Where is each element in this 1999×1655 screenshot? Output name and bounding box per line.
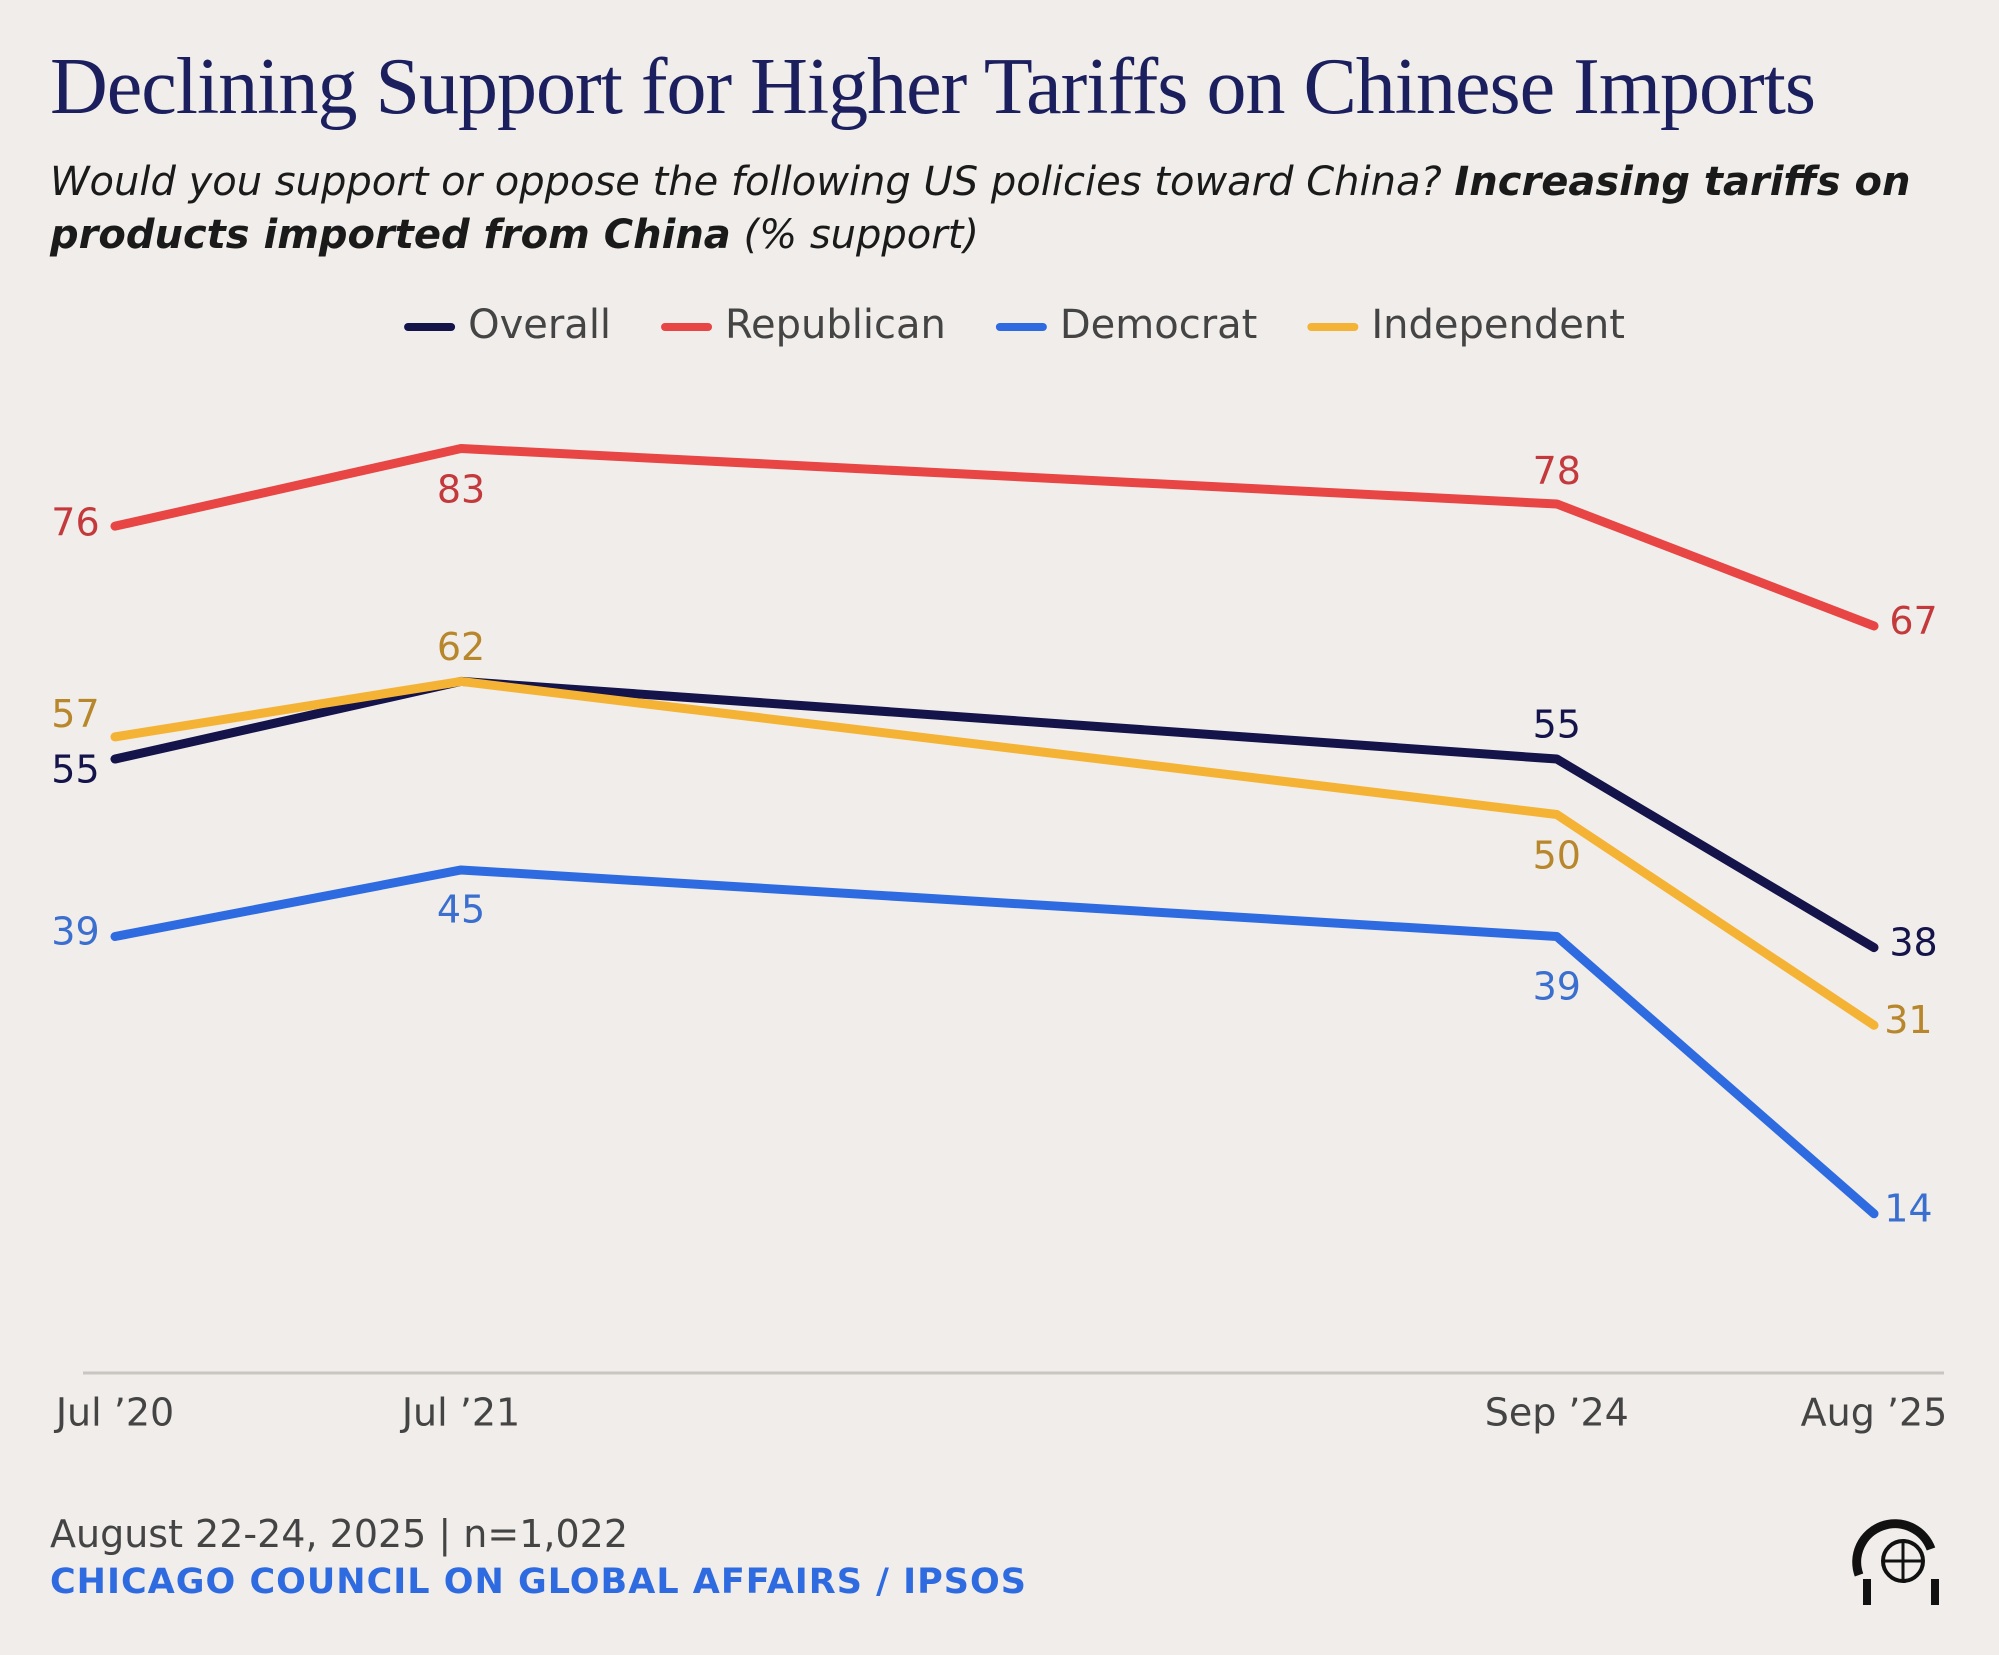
- data-label: 50: [1533, 833, 1581, 877]
- legend-label: Overall: [468, 302, 611, 348]
- data-label: 38: [1889, 921, 1937, 965]
- legend-swatch: [404, 323, 456, 331]
- logo-arc: [1852, 1519, 1936, 1577]
- subtitle-question: Would you support or oppose the followin…: [50, 159, 1442, 205]
- x-tick-label: Jul ’21: [400, 1391, 520, 1435]
- x-tick-label: Sep ’24: [1485, 1391, 1629, 1435]
- chart-title: Declining Support for Higher Tariffs on …: [50, 43, 1816, 131]
- subtitle-item: Increasing tariffs on products imported …: [50, 159, 1911, 258]
- logo: [1852, 1519, 1939, 1605]
- data-label: 14: [1884, 1187, 1932, 1231]
- series-line: [110, 676, 1879, 1030]
- series-line: [110, 676, 1879, 953]
- data-label: 57: [51, 692, 99, 736]
- subtitle-unit: (% support): [743, 212, 980, 258]
- footer-source: CHICAGO COUNCIL ON GLOBAL AFFAIRS / IPSO…: [50, 1562, 1027, 1602]
- series-line: [110, 865, 1879, 1219]
- data-label: 83: [437, 467, 485, 511]
- legend: Overall Republican Democrat Independent: [404, 302, 1625, 348]
- legend-swatch: [661, 323, 713, 331]
- legend-label: Independent: [1371, 302, 1625, 348]
- legend-label: Democrat: [1060, 302, 1257, 348]
- footer-date: August 22-24, 2025 | n=1,022: [50, 1512, 629, 1556]
- logo-bar: [1931, 1579, 1939, 1605]
- x-tick-label: Aug ’25: [1801, 1391, 1948, 1435]
- data-label: 55: [51, 747, 99, 791]
- data-label: 45: [437, 888, 485, 932]
- legend-swatch: [1307, 323, 1359, 331]
- chart-subtitle: Would you support or oppose the followin…: [50, 156, 1930, 262]
- series-line: [110, 444, 1879, 631]
- data-label: 78: [1533, 449, 1581, 493]
- data-label: 39: [51, 909, 99, 953]
- data-label: 31: [1884, 998, 1932, 1042]
- data-label: 55: [1533, 703, 1581, 747]
- data-label: 67: [1889, 599, 1937, 643]
- logo-bar: [1863, 1579, 1871, 1605]
- x-tick-label: Jul ’20: [54, 1391, 174, 1435]
- data-label: 39: [1533, 964, 1581, 1008]
- data-label: 62: [437, 625, 485, 669]
- legend-label: Republican: [725, 302, 946, 348]
- legend-swatch: [995, 323, 1047, 331]
- data-label: 76: [51, 500, 99, 544]
